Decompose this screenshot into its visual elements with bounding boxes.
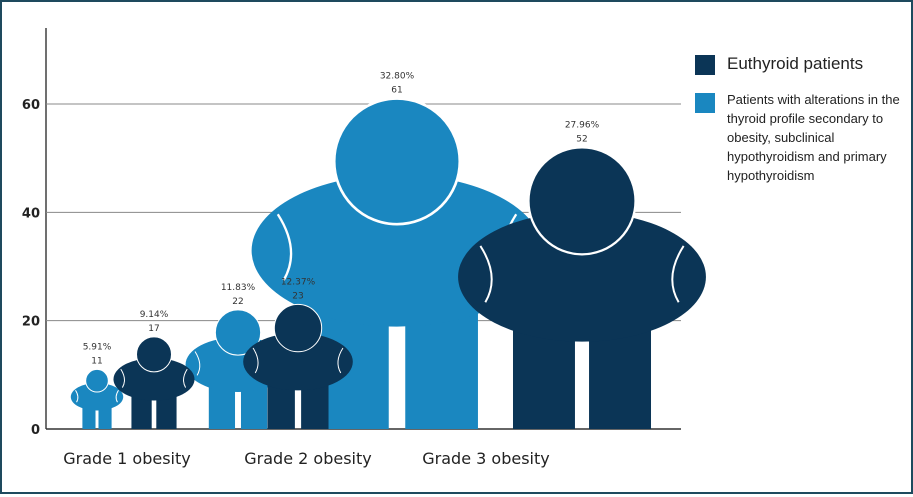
bar-figure	[458, 146, 706, 429]
legend-swatch	[695, 55, 715, 75]
data-label-count: 61	[391, 86, 402, 96]
data-label-percent: 9.14%	[140, 310, 169, 320]
data-label-percent: 32.80%	[380, 72, 415, 82]
data-label-count: 52	[576, 134, 587, 144]
data-label-count: 11	[91, 356, 102, 366]
category-label: Grade 2 obesity	[244, 449, 371, 468]
legend-item-euthyroid: Euthyroid patients	[695, 52, 905, 76]
data-label-count: 22	[232, 297, 243, 307]
bar-figure	[243, 303, 353, 429]
data-label-percent: 27.96%	[565, 120, 600, 130]
legend-item-altered-thyroid: Patients with alterations in the thyroid…	[695, 90, 905, 185]
legend: Euthyroid patients Patients with alterat…	[695, 52, 905, 199]
legend-swatch	[695, 93, 715, 113]
data-label-percent: 5.91%	[83, 342, 112, 352]
data-label-count: 17	[148, 324, 159, 334]
data-label-percent: 11.83%	[221, 283, 256, 293]
legend-label: Euthyroid patients	[727, 54, 864, 73]
category-label: Grade 1 obesity	[63, 449, 190, 468]
y-tick-label: 40	[22, 206, 40, 221]
bar-figure	[113, 336, 195, 429]
legend-label: Patients with alterations in the thyroid…	[727, 92, 900, 183]
data-label-count: 23	[292, 291, 303, 301]
data-label-percent: 12.37%	[281, 277, 316, 287]
bar-figure	[70, 368, 124, 429]
category-label: Grade 3 obesity	[422, 449, 549, 468]
y-tick-label: 60	[22, 98, 40, 113]
y-tick-label: 20	[22, 315, 40, 330]
y-tick-label: 0	[31, 423, 40, 438]
